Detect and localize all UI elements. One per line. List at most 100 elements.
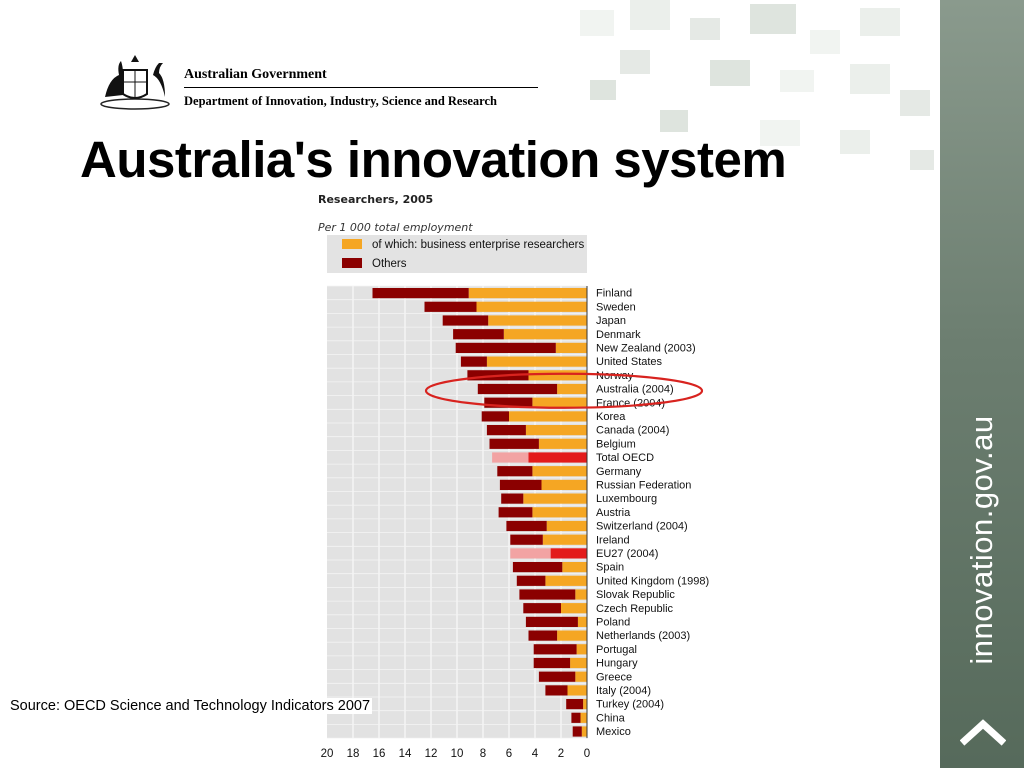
bar-business bbox=[476, 301, 587, 312]
category-label: United Kingdom (1998) bbox=[596, 575, 709, 587]
chart-subtitle: Per 1 000 total employment bbox=[318, 221, 473, 234]
bar-others bbox=[477, 383, 558, 395]
category-label: Belgium bbox=[596, 438, 636, 450]
mosaic-tile bbox=[690, 18, 720, 40]
bar-business bbox=[557, 630, 587, 641]
bar-others bbox=[506, 520, 547, 532]
bar-others bbox=[519, 589, 576, 600]
category-label: Slovak Republic bbox=[596, 589, 675, 601]
bar-business bbox=[528, 452, 587, 463]
mosaic-tile bbox=[860, 8, 900, 36]
category-label: Portugal bbox=[596, 644, 637, 656]
bar-others bbox=[566, 699, 584, 710]
x-tick-label: 20 bbox=[321, 748, 334, 760]
x-tick-label: 14 bbox=[399, 748, 412, 760]
legend-box bbox=[327, 235, 587, 273]
bar-business bbox=[538, 438, 587, 449]
category-label: Czech Republic bbox=[596, 603, 674, 615]
bar-others bbox=[492, 452, 529, 463]
bar-business bbox=[562, 562, 587, 573]
site-url-label: innovation.gov.au bbox=[964, 415, 999, 665]
category-label: Germany bbox=[596, 466, 642, 478]
bar-others bbox=[545, 685, 568, 696]
department-name: Department of Innovation, Industry, Scie… bbox=[184, 94, 497, 108]
x-tick-label: 6 bbox=[506, 748, 512, 760]
sidebar: innovation.gov.au bbox=[940, 0, 1024, 768]
bar-business bbox=[555, 342, 587, 353]
category-label: Ireland bbox=[596, 534, 630, 546]
category-label: Hungary bbox=[596, 658, 638, 670]
bar-others bbox=[442, 315, 489, 326]
bar-business bbox=[528, 370, 587, 381]
category-label: Finland bbox=[596, 288, 632, 300]
category-label: Canada (2004) bbox=[596, 425, 669, 437]
mosaic-tile bbox=[850, 64, 890, 94]
bar-business bbox=[570, 657, 587, 669]
bar-business bbox=[525, 425, 587, 436]
mosaic-tile bbox=[710, 60, 750, 86]
bar-others bbox=[498, 507, 533, 518]
category-label: New Zealand (2003) bbox=[596, 343, 696, 355]
bar-business bbox=[550, 548, 587, 559]
bar-others bbox=[481, 411, 509, 422]
bar-others bbox=[424, 301, 477, 312]
background-mosaic bbox=[560, 0, 940, 200]
highlight-ellipse bbox=[424, 372, 704, 409]
government-name: Australian Government bbox=[184, 67, 327, 82]
chevron-up-icon bbox=[960, 719, 1006, 746]
x-tick-label: 10 bbox=[451, 748, 464, 760]
bar-business bbox=[561, 603, 587, 614]
category-label: Switzerland (2004) bbox=[596, 521, 688, 533]
bar-business bbox=[523, 493, 587, 504]
category-label: Austria bbox=[596, 507, 631, 519]
category-label: Luxembourg bbox=[596, 493, 657, 505]
category-label: Korea bbox=[596, 411, 626, 423]
category-label: Australia (2004) bbox=[596, 384, 674, 396]
bar-others bbox=[510, 548, 551, 559]
bar-business bbox=[541, 479, 587, 490]
bar-others bbox=[486, 425, 526, 436]
mosaic-tile bbox=[900, 90, 930, 116]
site-name: innovation.gov.au bbox=[940, 0, 1024, 768]
mosaic-tile bbox=[760, 120, 800, 146]
bar-others bbox=[512, 562, 563, 573]
bar-others bbox=[372, 288, 469, 299]
category-label: EU27 (2004) bbox=[596, 548, 658, 560]
x-tick-label: 4 bbox=[532, 748, 539, 760]
mosaic-tile bbox=[580, 10, 614, 36]
bar-others bbox=[489, 438, 539, 449]
x-tick-label: 18 bbox=[347, 748, 360, 760]
bar-business bbox=[532, 397, 587, 408]
category-label: Denmark bbox=[596, 329, 641, 341]
source-note: Source: OECD Science and Technology Indi… bbox=[10, 698, 373, 714]
bar-business bbox=[532, 466, 587, 477]
bar-business bbox=[545, 575, 587, 586]
bar-business bbox=[509, 411, 587, 422]
mosaic-tile bbox=[620, 50, 650, 74]
category-label: Total OECD bbox=[596, 452, 654, 464]
mosaic-tile bbox=[810, 30, 840, 54]
legend-label-others: Others bbox=[372, 258, 407, 270]
bar-others bbox=[572, 726, 582, 737]
bar-business bbox=[575, 671, 587, 682]
bar-others bbox=[499, 479, 542, 490]
category-label: Mexico bbox=[596, 726, 631, 738]
x-tick-label: 2 bbox=[558, 748, 564, 760]
x-tick-label: 8 bbox=[480, 748, 486, 760]
mosaic-tile bbox=[630, 0, 670, 30]
bar-business bbox=[542, 534, 587, 545]
chart-title: Researchers, 2005 bbox=[318, 193, 433, 206]
category-label: Poland bbox=[596, 617, 630, 629]
x-tick-label: 12 bbox=[425, 748, 438, 760]
bar-business bbox=[546, 520, 587, 532]
bar-business bbox=[577, 616, 587, 627]
category-label: Greece bbox=[596, 671, 632, 683]
divider bbox=[184, 87, 538, 88]
bar-others bbox=[497, 466, 533, 477]
bar-business bbox=[583, 699, 587, 710]
bar-others bbox=[538, 671, 576, 682]
bar-business bbox=[486, 356, 587, 367]
bar-others bbox=[501, 493, 524, 504]
category-label: Russian Federation bbox=[596, 480, 691, 492]
bar-others bbox=[571, 712, 581, 723]
